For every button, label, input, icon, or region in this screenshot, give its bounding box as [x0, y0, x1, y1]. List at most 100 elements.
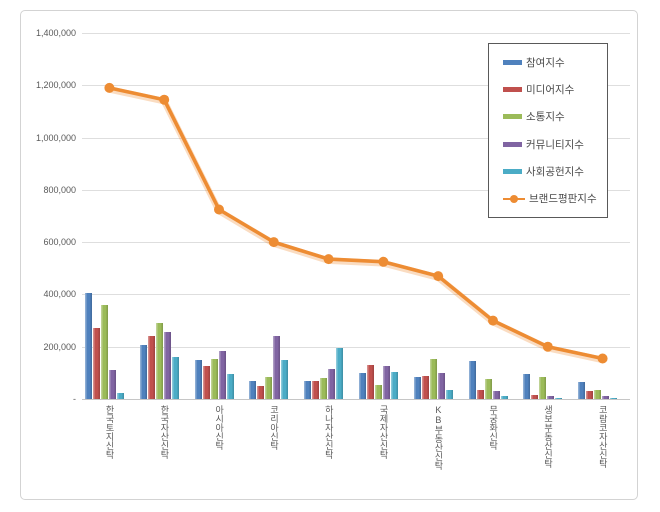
- legend-line-swatch-icon: [503, 194, 525, 203]
- line-marker-cat10: [597, 353, 608, 364]
- x-axis-category-label: KB부동산신탁: [411, 405, 466, 493]
- y-axis-tick-label: 400,000: [43, 289, 76, 300]
- gridline: [82, 242, 630, 244]
- legend-color-swatch-icon: [503, 168, 522, 174]
- bar-series1-cat10: [578, 382, 586, 399]
- bar-series1-cat2: [139, 345, 147, 399]
- bar-series4-cat5: [328, 368, 336, 399]
- bar-series3-cat5: [320, 378, 328, 399]
- line-marker-cat4: [268, 237, 279, 248]
- bar-series1-cat3: [194, 359, 202, 399]
- bar-series5-cat3: [226, 374, 234, 399]
- legend-item: 커뮤니티지수: [503, 131, 607, 157]
- gridline: [82, 399, 630, 400]
- bar-series3-cat2: [155, 323, 163, 399]
- bar-series3-cat8: [484, 379, 492, 399]
- bar-series4-cat4: [273, 336, 281, 399]
- legend-item: 브랜드평판지수: [503, 186, 607, 212]
- y-axis-tick-label: 200,000: [43, 341, 76, 352]
- bar-series4-cat6: [383, 366, 390, 399]
- bar-series1-cat1: [85, 293, 92, 399]
- bar-series1-cat8: [468, 361, 476, 399]
- bar-series2-cat5: [312, 380, 320, 399]
- y-axis-tick-label: 1,400,000: [35, 28, 76, 38]
- x-axis-category-text: KB부동산신탁: [433, 405, 444, 470]
- bar-series4-cat1: [109, 370, 116, 399]
- gridline: [82, 294, 630, 296]
- bar-series4-cat3: [218, 350, 226, 399]
- legend-label: 소통지수: [526, 111, 565, 124]
- bar-series5-cat9: [555, 397, 563, 399]
- legend-item: 사회공헌지수: [503, 158, 607, 184]
- bar-series2-cat6: [367, 365, 374, 399]
- bar-series5-cat5: [336, 348, 344, 399]
- y-axis-tick-label: -: [73, 394, 76, 404]
- y-axis-tick-label: 600,000: [43, 237, 76, 248]
- x-axis-category-label: 국제자산신탁: [356, 405, 411, 493]
- legend-line-marker-icon: [510, 194, 518, 203]
- gridline: [82, 189, 630, 191]
- line-series: [109, 86, 603, 361]
- bar-series2-cat4: [257, 385, 265, 399]
- line-marker-cat3: [214, 204, 224, 215]
- bar-series4-cat10: [602, 396, 610, 399]
- bar-series1-cat6: [359, 372, 366, 399]
- bar-series4-cat7: [437, 372, 445, 399]
- bar-series2-cat7: [421, 375, 429, 399]
- legend-label: 미디어지수: [526, 84, 575, 97]
- gridline: [82, 346, 630, 348]
- x-axis-category-label: 하나자산신탁: [301, 405, 356, 493]
- bar-series3-cat3: [210, 358, 218, 399]
- line-marker-cat9: [542, 341, 553, 352]
- bar-series5-cat1: [117, 392, 124, 399]
- legend-color-swatch-icon: [503, 87, 522, 93]
- x-axis-category-text: 코리아신탁: [268, 405, 279, 450]
- line-marker-cat7: [433, 271, 444, 282]
- x-axis-category-text: 코람코자산신탁: [597, 405, 608, 468]
- x-axis-category-text: 아시아신탁: [214, 405, 225, 450]
- bar-series1-cat4: [249, 380, 257, 399]
- bar-series5-cat2: [171, 357, 179, 399]
- line-marker-cat5: [323, 254, 334, 265]
- bar-series3-cat10: [594, 389, 602, 400]
- line-marker-cat1: [104, 82, 115, 93]
- line-marker-cat6: [378, 256, 389, 267]
- bar-series5-cat8: [500, 396, 508, 399]
- x-axis-category-label: 코람코자산신탁: [575, 405, 630, 493]
- legend-label: 커뮤니티지수: [526, 138, 584, 151]
- legend-label: 사회공헌지수: [526, 165, 584, 178]
- bar-series2-cat3: [202, 366, 210, 399]
- line-marker-cat8: [488, 315, 498, 326]
- x-axis-category-text: 하나자산신탁: [323, 405, 334, 459]
- bar-series1-cat9: [523, 374, 531, 399]
- x-axis-category-text: 생보부동산신탁: [542, 405, 553, 468]
- legend-color-swatch-icon: [503, 114, 522, 120]
- x-axis-category-text: 한국자산신탁: [159, 405, 170, 459]
- bar-series4-cat2: [163, 332, 171, 399]
- legend-item: 미디어지수: [503, 77, 607, 103]
- bar-series3-cat4: [265, 376, 273, 399]
- x-axis-category-label: 한국자산신탁: [137, 405, 192, 493]
- y-axis-tick-label: 1,000,000: [35, 132, 76, 143]
- gridline: [82, 85, 630, 87]
- legend-color-swatch-icon: [503, 59, 522, 65]
- bar-series2-cat10: [586, 391, 594, 399]
- bar-series3-cat9: [539, 376, 547, 399]
- gridline: [82, 33, 630, 34]
- bar-series1-cat7: [413, 376, 421, 399]
- bar-series2-cat9: [531, 395, 539, 399]
- x-axis-category-label: 한국토지신탁: [82, 405, 137, 493]
- bar-series2-cat2: [147, 336, 155, 399]
- gridline: [82, 137, 630, 139]
- legend-item: 참여지수: [503, 49, 607, 75]
- x-axis-category-text: 무궁화신탁: [488, 405, 499, 450]
- bar-series2-cat1: [93, 328, 100, 399]
- legend-label: 브랜드평판지수: [529, 193, 597, 206]
- x-axis-category-label: 아시아신탁: [192, 405, 247, 493]
- x-axis-category-label: 생보부동산신탁: [520, 405, 575, 493]
- bar-series5-cat7: [445, 389, 453, 400]
- bar-series1-cat5: [304, 380, 312, 399]
- line-series-layer: [104, 82, 608, 364]
